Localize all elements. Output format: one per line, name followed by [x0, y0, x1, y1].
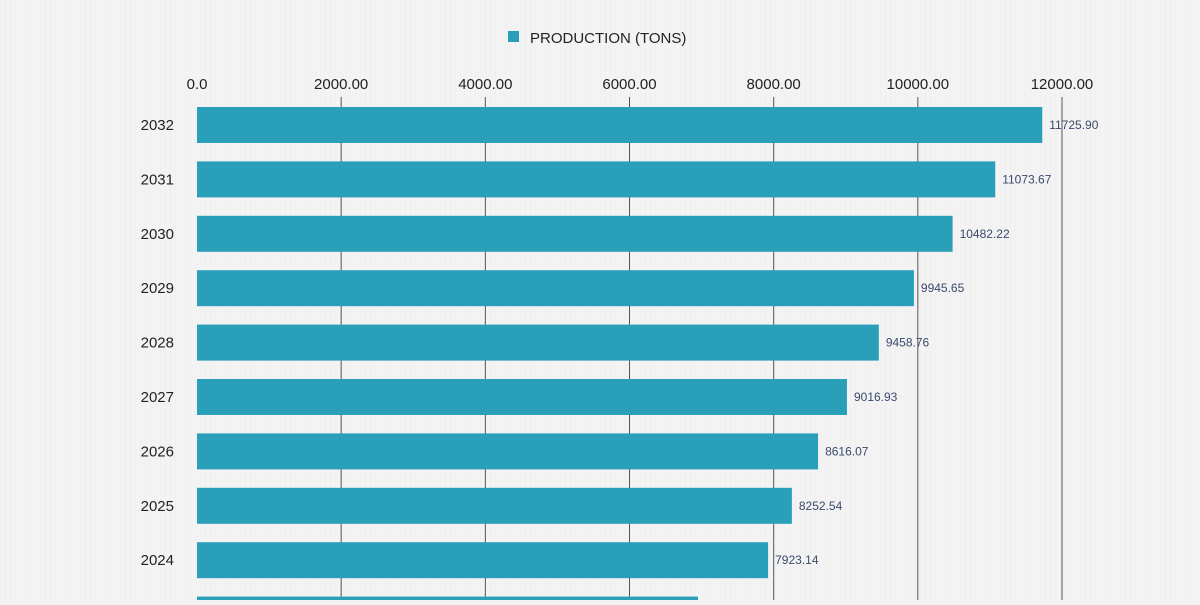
- bar: [197, 487, 792, 524]
- bar: [197, 161, 996, 198]
- category-label: 2024: [141, 552, 174, 569]
- bar: [197, 107, 1043, 143]
- data-label: 9458.76: [886, 336, 930, 350]
- bar: [197, 596, 698, 605]
- category-label: 2026: [141, 443, 174, 460]
- category-label: 2031: [141, 171, 174, 188]
- data-label: 9945.65: [921, 281, 965, 295]
- category-label: 2032: [141, 117, 174, 134]
- x-axis-ticks: 0.0 2000.00 4000.00 6000.00 8000.00 10000.00 1…: [187, 76, 1094, 93]
- x-tick-label: 8000.00: [747, 76, 801, 93]
- data-label: 10482.22: [960, 227, 1010, 241]
- data-label: 11073.67: [1002, 172, 1051, 186]
- bar: [197, 270, 914, 307]
- x-tick-label: 12000.00: [1031, 76, 1094, 93]
- bar: [197, 433, 819, 470]
- data-label: 7923.14: [775, 553, 819, 567]
- x-tick-label: 10000.00: [887, 76, 950, 93]
- category-label: 2030: [141, 226, 174, 243]
- bar: [197, 542, 769, 579]
- data-label: 8252.54: [799, 499, 843, 513]
- data-label: 11725.90: [1049, 118, 1098, 132]
- x-tick-label: 4000.00: [458, 76, 512, 93]
- bar: [197, 324, 879, 361]
- category-label: 2025: [141, 498, 174, 515]
- legend: PRODUCTION (TONS): [508, 30, 686, 47]
- x-tick-label: 2000.00: [314, 76, 368, 93]
- bar: [197, 215, 953, 252]
- data-label: 9016.93: [854, 390, 898, 404]
- legend-label: PRODUCTION (TONS): [530, 30, 686, 47]
- bars: [197, 107, 1043, 605]
- x-tick-label: 6000.00: [602, 76, 656, 93]
- x-tick-label: 0.0: [187, 76, 208, 93]
- bar: [197, 379, 847, 415]
- category-label: 2029: [141, 280, 174, 297]
- category-label: 2027: [141, 389, 174, 406]
- data-label: 8616.07: [825, 444, 869, 458]
- y-axis-categories: 2032203120302029202820272026202520242023: [141, 117, 174, 569]
- legend-swatch: [508, 31, 519, 42]
- data-labels: 11725.90 11073.67 10482.22 9945.65 9458.76 90…: [775, 118, 1099, 567]
- category-label: 2028: [141, 335, 174, 352]
